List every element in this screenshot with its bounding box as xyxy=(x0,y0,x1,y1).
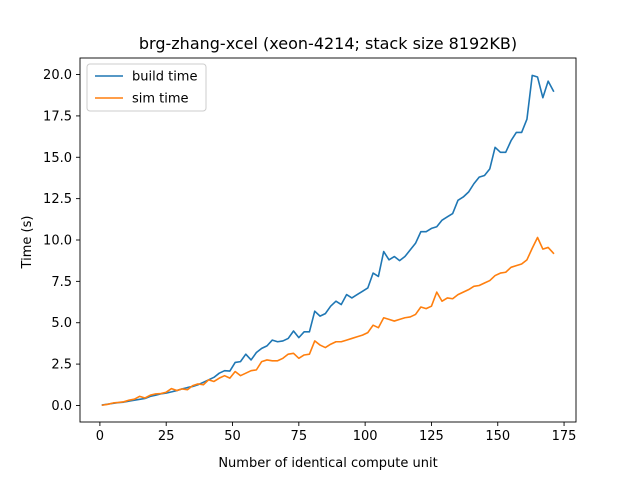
y-tick-label: 5.0 xyxy=(51,316,72,331)
legend-label-build-time: build time xyxy=(132,70,197,85)
x-tick-label: 75 xyxy=(291,429,308,444)
y-tick-label: 10.0 xyxy=(43,234,72,249)
y-tick-label: 12.5 xyxy=(43,192,72,207)
y-tick-label: 17.5 xyxy=(43,109,72,124)
y-tick-label: 2.5 xyxy=(51,358,72,373)
series-line-sim-time xyxy=(101,236,555,407)
x-tick-label: 100 xyxy=(353,429,378,444)
x-tick-label: 150 xyxy=(485,429,510,444)
x-tick-label: 125 xyxy=(419,429,444,444)
x-tick-label: 0 xyxy=(96,429,104,444)
x-axis-label: Number of identical compute unit xyxy=(218,456,437,471)
chart-title: brg-zhang-xcel (xeon-4214; stack size 81… xyxy=(139,34,517,53)
x-tick-label: 25 xyxy=(158,429,175,444)
legend-label-sim-time: sim time xyxy=(132,92,189,107)
legend: build time sim time xyxy=(86,63,207,112)
y-tick-label: 15.0 xyxy=(43,151,72,166)
y-tick-label: 7.5 xyxy=(51,275,72,290)
y-tick-label: 20.0 xyxy=(43,68,72,83)
y-axis-label: Time (s) xyxy=(20,216,35,270)
y-tick-label: 0.0 xyxy=(51,399,72,414)
x-tick-label: 175 xyxy=(552,429,577,444)
x-tick-label: 50 xyxy=(224,429,241,444)
plot-area: 0 25 50 75 100 125 150 175 0.0 2.5 5.0 7.5 10.0 12.5 1… xyxy=(43,57,577,444)
